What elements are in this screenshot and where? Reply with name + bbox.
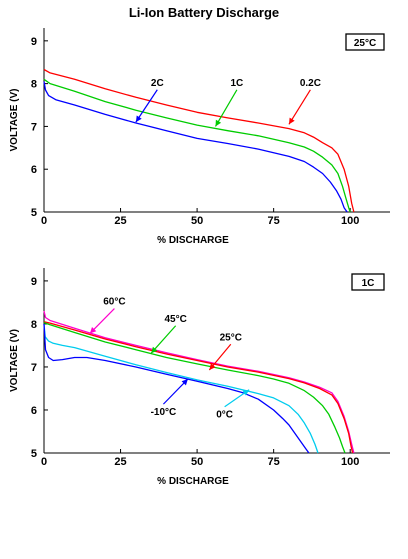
x-tick-label: 100: [341, 215, 359, 227]
annotation-arrowhead: [89, 327, 97, 334]
annotation-arrowhead: [242, 389, 250, 396]
chart-0: 5 6 7 8 9 0 25 50 75 100 % DISCHARGE VOLTAGE (V) 25°…: [9, 28, 390, 246]
x-tick-label: 75: [268, 215, 280, 227]
annotation-label: 0.2C: [300, 78, 321, 89]
condition-badge-box: [345, 33, 385, 51]
x-tick-label: 0: [41, 456, 47, 468]
x-tick-label: 75: [268, 456, 280, 468]
y-axis-label: VOLTAGE (V): [9, 89, 20, 152]
condition-badge: 25°C: [354, 38, 376, 49]
y-tick-label: 8: [31, 79, 37, 91]
y-tick-label: 9: [31, 36, 37, 48]
annotation-arrow: [150, 325, 177, 354]
y-tick-label: 5: [31, 207, 37, 219]
annotation-arrowhead: [209, 363, 216, 370]
annotation-arrowhead: [135, 115, 142, 123]
annotation-arrowhead: [181, 379, 188, 386]
x-tick-label: 50: [191, 456, 203, 468]
series-line-1c: [43, 78, 351, 213]
x-tick-label: 50: [191, 215, 203, 227]
y-tick-label: 7: [31, 362, 37, 374]
y-tick-label: 6: [31, 164, 37, 176]
y-tick-label: 5: [31, 448, 37, 460]
annotation-arrowhead: [151, 346, 158, 354]
annotation-label: 25°C: [220, 332, 242, 343]
annotation-arrow: [288, 89, 311, 125]
series-line-0-c: [43, 323, 319, 454]
y-tick-label: 8: [31, 319, 37, 331]
annotation-label: 1C: [231, 78, 244, 89]
x-tick-label: 100: [341, 456, 359, 468]
series-line-0-2c: [43, 68, 355, 213]
chart-1: 5 6 7 8 9 0 25 50 75 100 % DISCHARGE VOLTAGE (V) 1C 6…: [9, 268, 390, 487]
series-line-unlabeled: [43, 321, 354, 454]
series-line-45-c: [43, 321, 346, 454]
y-axis-label: VOLTAGE (V): [9, 329, 20, 392]
page-title: Li-Ion Battery Discharge: [129, 5, 279, 20]
y-tick-label: 9: [31, 276, 37, 288]
series-line--10-c: [43, 323, 310, 454]
condition-badge-box: [351, 273, 385, 291]
annotation-label: 0°C: [216, 410, 233, 421]
series-line-2c: [43, 81, 348, 213]
annotation-label: 2C: [151, 78, 164, 89]
x-axis-label: % DISCHARGE: [157, 476, 229, 487]
annotation-label: -10°C: [151, 407, 177, 418]
x-tick-label: 25: [114, 456, 126, 468]
annotation-arrow: [135, 89, 158, 123]
annotation-arrowhead: [289, 117, 295, 125]
annotation-arrow: [214, 89, 238, 127]
y-tick-label: 7: [31, 121, 37, 133]
y-tick-label: 6: [31, 405, 37, 417]
annotation-arrowhead: [215, 119, 222, 127]
condition-badge: 1C: [362, 278, 375, 289]
annotation-label: 45°C: [164, 314, 186, 325]
x-tick-label: 0: [41, 215, 47, 227]
annotation-label: 60°C: [103, 297, 125, 308]
x-tick-label: 25: [114, 215, 126, 227]
series-line-60-c: [43, 310, 355, 454]
x-axis-label: % DISCHARGE: [157, 235, 229, 246]
